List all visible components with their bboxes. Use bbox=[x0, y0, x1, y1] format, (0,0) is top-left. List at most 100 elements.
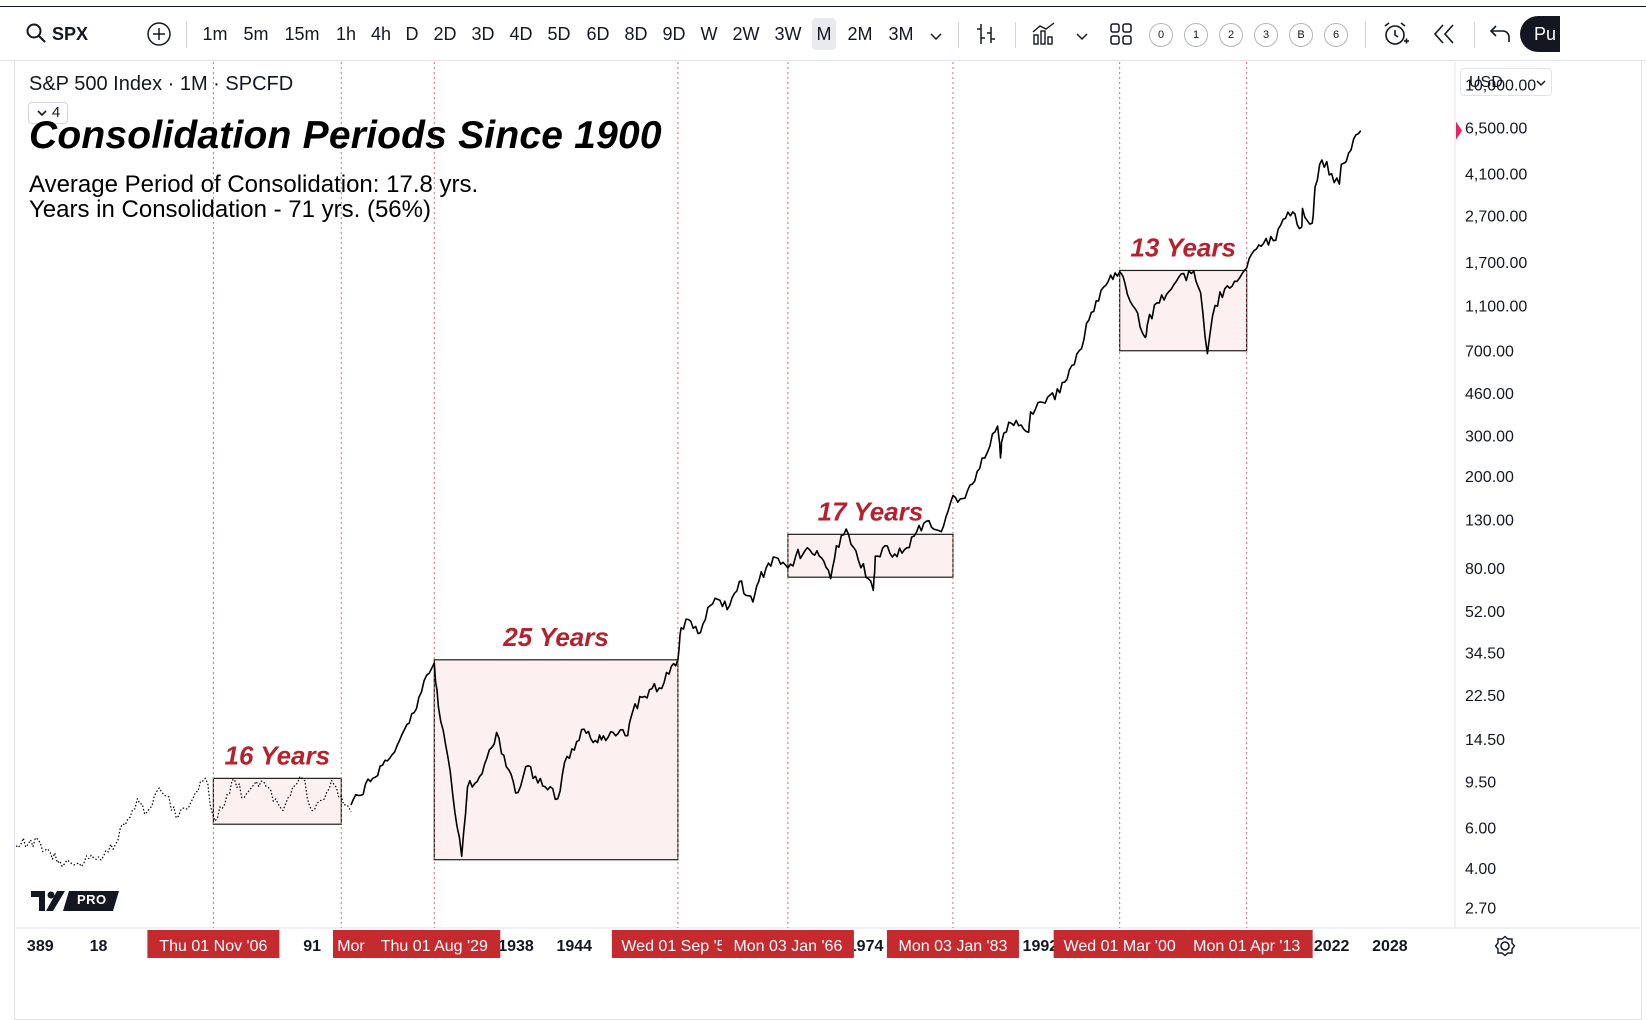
interval-button-2W[interactable]: 2W bbox=[732, 24, 760, 44]
time-axis-tick: 18 bbox=[90, 938, 108, 955]
interval-button-15m[interactable]: 15m bbox=[284, 24, 320, 44]
price-axis-tick: 2.70 bbox=[1465, 900, 1496, 917]
tradingview-logo: PRO bbox=[31, 889, 119, 913]
toolbar-separator bbox=[958, 22, 959, 48]
toolbar-separator bbox=[1365, 22, 1366, 48]
time-axis-tick: 1992 bbox=[1023, 938, 1059, 955]
interval-button-9D[interactable]: 9D bbox=[662, 24, 686, 44]
bar-style-icon[interactable] bbox=[974, 21, 998, 47]
price-axis-tick: 460.00 bbox=[1465, 386, 1514, 403]
time-axis-tick: 2028 bbox=[1372, 938, 1408, 955]
currency-chevron-icon bbox=[1536, 80, 1546, 87]
replay-rewind-icon[interactable] bbox=[1432, 22, 1458, 46]
interval-button-3D[interactable]: 3D bbox=[471, 24, 495, 44]
price-axis-tick: 34.50 bbox=[1465, 645, 1505, 662]
currency-label: USD bbox=[1469, 74, 1503, 91]
date-badge-label: Mon 03 Jan '83 bbox=[899, 938, 1008, 955]
price-axis-tick: 9.50 bbox=[1465, 774, 1496, 791]
symbol-search-input[interactable]: SPX bbox=[52, 24, 89, 44]
publish-button[interactable]: Pu bbox=[1520, 16, 1560, 52]
interval-button-3M[interactable]: 3M bbox=[888, 24, 914, 44]
price-axis-tick: 700.00 bbox=[1465, 344, 1514, 361]
tradingview-logo-text: PRO bbox=[77, 892, 107, 907]
price-axis-tick: 22.50 bbox=[1465, 688, 1505, 705]
time-axis-tick: 2022 bbox=[1314, 938, 1350, 955]
chart-annotation-years: Years in Consolidation - 71 yrs. (56%) bbox=[29, 196, 431, 223]
current-price-marker bbox=[1456, 121, 1462, 140]
interval-button-5m[interactable]: 5m bbox=[243, 24, 269, 44]
interval-button-D[interactable]: D bbox=[405, 24, 419, 44]
time-axis-tick: 389 bbox=[27, 938, 54, 955]
layout-slot-1[interactable]: 1 bbox=[1184, 23, 1208, 47]
layout-slot-2[interactable]: 2 bbox=[1219, 23, 1243, 47]
time-axis-tick: 1974 bbox=[848, 938, 884, 955]
layout-slot-6[interactable]: 6 bbox=[1324, 23, 1348, 47]
top-toolbar: SPX 1m 5m 15m 1h 4h D 2D 3D 4D 5D 6D 8D 9D W 2W 3W M 2M 3M… bbox=[0, 8, 1646, 61]
indicators-icon[interactable] bbox=[1030, 21, 1058, 47]
price-axis-tick: 130.00 bbox=[1465, 512, 1514, 529]
series-legend-name: S&P 500 Index · 1M · SPCFD bbox=[29, 73, 294, 95]
price-axis-tick: 1,700.00 bbox=[1465, 255, 1527, 272]
date-badge-background bbox=[886, 930, 1019, 958]
date-badge-background bbox=[721, 930, 854, 958]
interval-dropdown-chevron-icon[interactable] bbox=[929, 32, 943, 42]
compare-symbol-icon[interactable] bbox=[146, 21, 172, 47]
indicators-chevron-icon[interactable] bbox=[1075, 32, 1089, 42]
date-badge-background bbox=[611, 930, 744, 958]
interval-button-4h[interactable]: 4h bbox=[370, 24, 392, 44]
price-axis-tick: 10,000.00 bbox=[1465, 77, 1536, 94]
date-badge-background bbox=[1053, 930, 1186, 958]
toolbar-separator bbox=[186, 22, 187, 48]
interval-button-W[interactable]: W bbox=[700, 24, 718, 44]
price-axis-tick: 4,100.00 bbox=[1465, 167, 1527, 184]
consolidation-box bbox=[1119, 269, 1248, 352]
chart-annotation-average: Average Period of Consolidation: 17.8 yr… bbox=[29, 171, 479, 198]
layout-slot-0[interactable]: 0 bbox=[1149, 23, 1173, 47]
alert-clock-icon[interactable] bbox=[1382, 20, 1410, 48]
price-axis-tick: 80.00 bbox=[1465, 561, 1505, 578]
date-badge-label: Wed 01 Mar '00 bbox=[1064, 938, 1176, 955]
date-badge-background bbox=[368, 930, 501, 958]
layout-grid-icon[interactable] bbox=[1109, 22, 1133, 46]
date-badge-label: Wed 01 Sep '54 bbox=[621, 938, 734, 955]
interval-button-1m[interactable]: 1m bbox=[202, 24, 228, 44]
price-axis-tick: 200.00 bbox=[1465, 469, 1514, 486]
date-badge-background bbox=[1180, 930, 1313, 958]
interval-button-2D[interactable]: 2D bbox=[433, 24, 457, 44]
currency-selector[interactable]: USD bbox=[1460, 68, 1552, 96]
time-axis-tick: 91 bbox=[303, 938, 321, 955]
date-badge-background bbox=[332, 930, 369, 958]
interval-button-5D[interactable]: 5D bbox=[547, 24, 571, 44]
chart-annotation-title: Consolidation Periods Since 1900 bbox=[29, 114, 662, 157]
legend-collapse-toggle[interactable]: 4 bbox=[28, 102, 68, 124]
time-axis-tick: 1938 bbox=[498, 938, 534, 955]
date-badge-label: Thu 01 Nov '06 bbox=[159, 938, 267, 955]
date-badge-label: Thu 01 Aug '29 bbox=[381, 938, 488, 955]
interval-button-4D[interactable]: 4D bbox=[509, 24, 533, 44]
date-badge-label: Mor bbox=[337, 938, 365, 955]
interval-button-3W[interactable]: 3W bbox=[774, 24, 802, 44]
price-series-early-dotted bbox=[15, 775, 352, 868]
layout-slot-3[interactable]: 3 bbox=[1254, 23, 1278, 47]
interval-button-M[interactable]: M bbox=[812, 18, 836, 50]
consolidation-label: 25 Years bbox=[502, 622, 609, 652]
date-badge-label: Mon 03 Jan '66 bbox=[733, 938, 842, 955]
settings-gear-icon[interactable] bbox=[1494, 935, 1516, 957]
price-axis-tick: 14.50 bbox=[1465, 732, 1505, 749]
consolidation-box bbox=[433, 659, 679, 861]
layout-slot-B[interactable]: B bbox=[1289, 23, 1313, 47]
interval-button-2M[interactable]: 2M bbox=[847, 24, 873, 44]
price-axis-tick: 52.00 bbox=[1465, 604, 1505, 621]
date-badge-background bbox=[147, 930, 280, 958]
price-axis-tick: 1,100.00 bbox=[1465, 298, 1527, 315]
price-axis-tick: 300.00 bbox=[1465, 429, 1514, 446]
date-badge-label: Mon 01 Apr '13 bbox=[1193, 938, 1300, 955]
undo-icon[interactable] bbox=[1489, 22, 1513, 46]
interval-button-8D[interactable]: 8D bbox=[624, 24, 648, 44]
interval-button-6D[interactable]: 6D bbox=[586, 24, 610, 44]
consolidation-label: 13 Years bbox=[1130, 232, 1236, 262]
search-icon[interactable] bbox=[25, 22, 47, 44]
interval-button-1h[interactable]: 1h bbox=[335, 24, 357, 44]
consolidation-box bbox=[787, 533, 954, 578]
